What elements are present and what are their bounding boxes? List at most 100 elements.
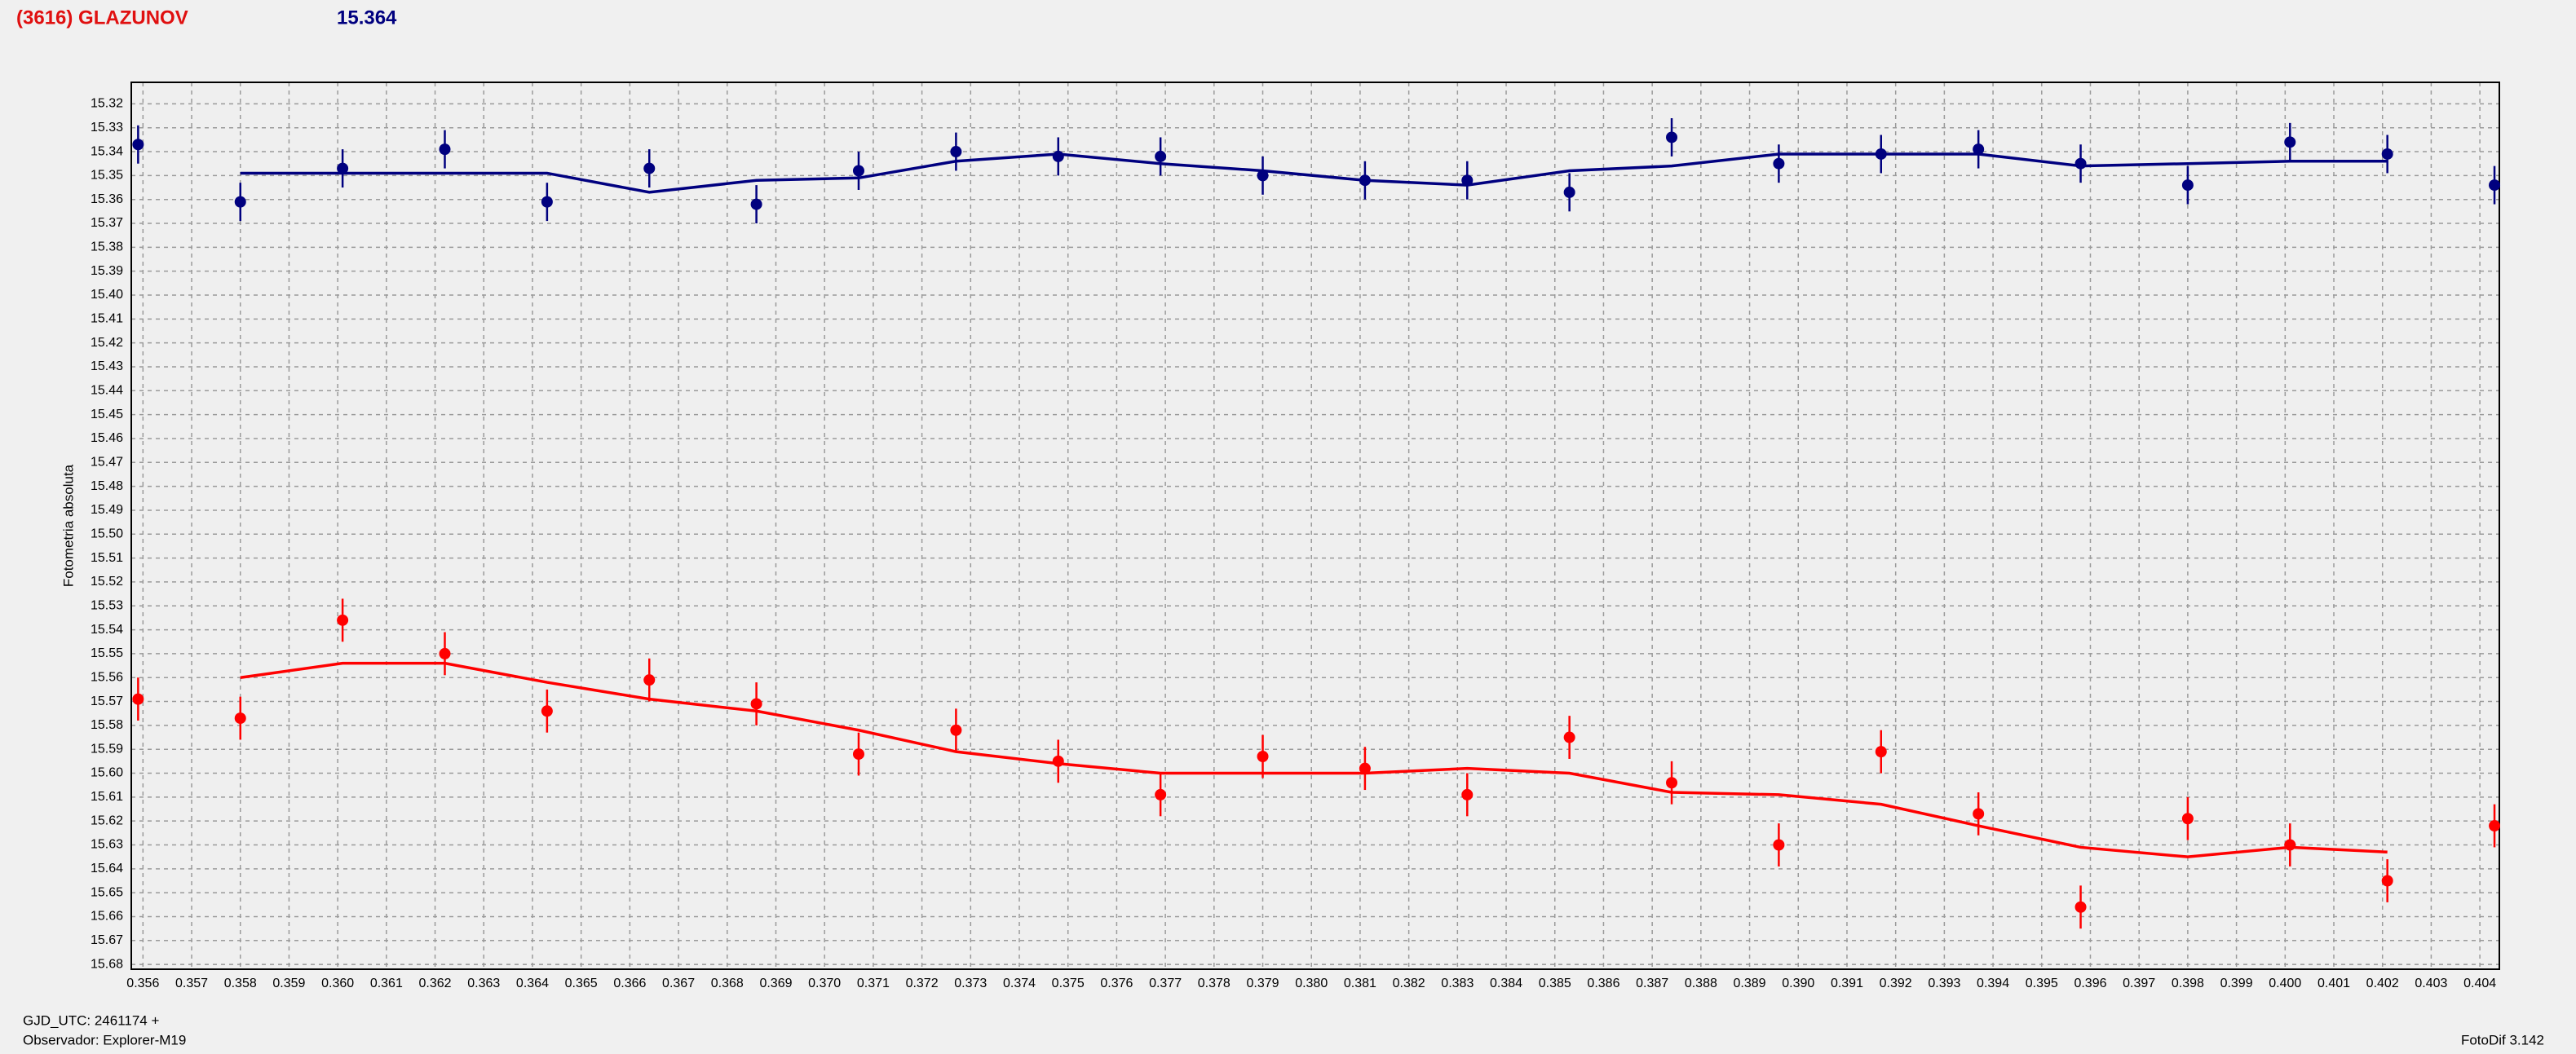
data-point — [2489, 179, 2501, 192]
x-tick-label: 0.395 — [2026, 977, 2058, 990]
y-tick-label: 15.58 — [91, 718, 123, 732]
y-tick-label: 15.45 — [91, 408, 123, 421]
y-tick-label: 15.66 — [91, 910, 123, 924]
y-tick-label: 15.68 — [91, 957, 123, 971]
x-tick-label: 0.371 — [857, 977, 890, 990]
x-tick-label: 0.398 — [2172, 977, 2204, 990]
data-point — [1257, 750, 1269, 762]
data-point — [1155, 788, 1167, 800]
y-tick-label: 15.50 — [91, 527, 123, 540]
y-tick-label: 15.44 — [91, 384, 123, 398]
x-tick-label: 0.385 — [1539, 977, 1571, 990]
x-tick-label: 0.356 — [126, 977, 159, 990]
x-tick-label: 0.383 — [1441, 977, 1474, 990]
y-tick-label: 15.37 — [91, 216, 123, 230]
y-tick-label: 15.41 — [91, 312, 123, 326]
data-point — [950, 724, 962, 736]
data-point — [2381, 148, 2393, 160]
y-tick-label: 15.47 — [91, 456, 123, 470]
y-tick-label: 15.52 — [91, 575, 123, 589]
data-point — [2284, 839, 2296, 851]
data-point — [2181, 179, 2194, 192]
y-tick-label: 15.61 — [91, 790, 123, 804]
x-tick-label: 0.382 — [1393, 977, 1425, 990]
data-point — [852, 748, 864, 761]
x-tick-label: 0.394 — [1977, 977, 2009, 990]
data-point — [1875, 148, 1887, 160]
x-tick-label: 0.387 — [1636, 977, 1668, 990]
y-tick-label: 15.33 — [91, 121, 123, 135]
x-tick-label: 0.359 — [272, 977, 305, 990]
data-point — [439, 647, 451, 659]
data-point — [541, 196, 553, 208]
x-tick-label: 0.393 — [1928, 977, 1960, 990]
x-tick-label: 0.372 — [906, 977, 939, 990]
x-tick-label: 0.396 — [2074, 977, 2106, 990]
y-tick-label: 15.34 — [91, 144, 123, 158]
y-tick-label: 15.35 — [91, 169, 123, 183]
x-tick-label: 0.399 — [2220, 977, 2253, 990]
data-point — [1666, 777, 1678, 789]
x-tick-label: 0.366 — [613, 977, 646, 990]
data-point — [643, 162, 656, 174]
x-tick-label: 0.386 — [1587, 977, 1619, 990]
data-point — [132, 693, 144, 705]
x-tick-label: 0.363 — [467, 977, 500, 990]
y-tick-label: 15.57 — [91, 695, 123, 708]
x-tick-label: 0.362 — [419, 977, 452, 990]
y-tick-label: 15.43 — [91, 359, 123, 373]
x-tick-label: 0.381 — [1344, 977, 1376, 990]
y-tick-label: 15.32 — [91, 97, 123, 111]
data-point — [2074, 901, 2087, 913]
data-point — [1773, 839, 1785, 851]
data-point — [2074, 157, 2087, 170]
y-tick-label: 15.53 — [91, 598, 123, 612]
x-tick-label: 0.389 — [1734, 977, 1766, 990]
data-point — [2181, 813, 2194, 825]
plot-frame — [131, 82, 2499, 969]
data-point — [541, 705, 553, 717]
plot-area: 15.32 15.33 15.34 15.35 15.36 15.37 15.38 15.39… — [91, 82, 2501, 990]
x-tick-label: 0.388 — [1685, 977, 1717, 990]
data-point — [234, 196, 246, 208]
data-point — [1461, 174, 1474, 187]
x-tick-label: 0.384 — [1490, 977, 1522, 990]
y-tick-label: 15.40 — [91, 288, 123, 302]
x-tick-label: 0.392 — [1880, 977, 1912, 990]
x-tick-label: 0.404 — [2463, 977, 2496, 990]
x-tick-label: 0.401 — [2318, 977, 2350, 990]
y-tick-label: 15.38 — [91, 240, 123, 254]
data-point — [750, 198, 762, 210]
y-tick-label: 15.48 — [91, 479, 123, 493]
y-tick-label: 15.49 — [91, 503, 123, 517]
y-tick-label: 15.54 — [91, 623, 123, 637]
y-tick-label: 15.42 — [91, 336, 123, 350]
y-tick-label: 15.59 — [91, 742, 123, 756]
fit-line — [240, 661, 2388, 858]
data-point — [1257, 170, 1269, 182]
data-point — [1973, 808, 1985, 820]
data-point — [1666, 131, 1678, 143]
x-tick-label: 0.376 — [1100, 977, 1133, 990]
x-tick-label: 0.391 — [1831, 977, 1863, 990]
y-axis-label: Fotometria absoluta — [60, 464, 76, 587]
y-tick-label: 15.64 — [91, 862, 123, 875]
data-point — [1359, 174, 1371, 187]
x-tick-label: 0.374 — [1003, 977, 1036, 990]
software: FotoDif 3.142 — [2461, 1032, 2544, 1047]
y-tick-label: 15.65 — [91, 885, 123, 899]
observer: Observador: Explorer-M19 — [23, 1032, 186, 1047]
data-point — [132, 139, 144, 151]
data-point — [1359, 762, 1371, 774]
x-tick-label: 0.380 — [1295, 977, 1328, 990]
magnitude: 15.364 — [337, 7, 397, 29]
x-tick-label: 0.379 — [1246, 977, 1279, 990]
data-point — [950, 146, 962, 158]
data-point — [1875, 746, 1887, 758]
x-tick-label: 0.360 — [321, 977, 354, 990]
data-point — [643, 674, 656, 686]
data-point — [1052, 150, 1064, 162]
data-point — [2489, 820, 2501, 832]
x-tick-label: 0.367 — [662, 977, 695, 990]
